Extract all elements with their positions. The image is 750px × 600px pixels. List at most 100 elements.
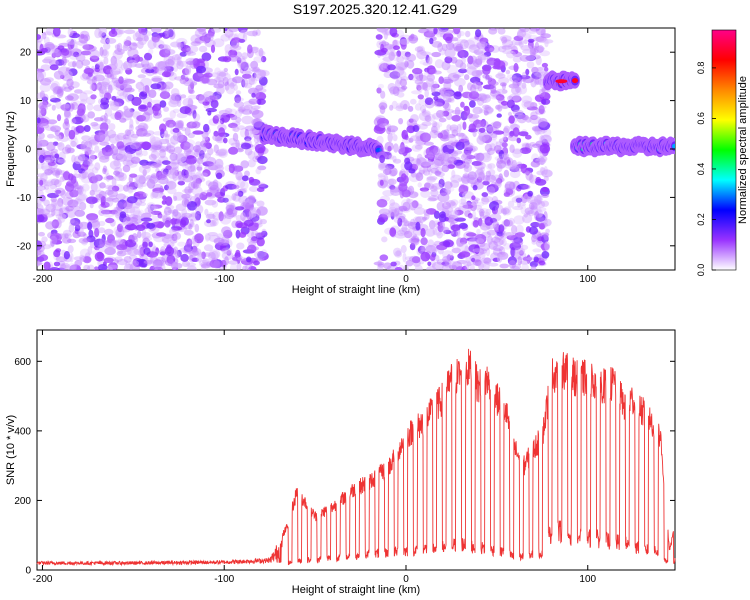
spectrogram-cell [472,210,477,220]
spectrogram-cell [214,114,223,120]
spectrogram-cell [438,213,447,223]
spectrogram-cell [423,209,431,216]
spectrogram-cell [79,254,85,262]
spectrogram-cell [402,218,408,224]
spectrogram-cell [99,141,110,146]
spectrogram-cell [41,236,48,243]
spectrogram-cell [159,251,166,256]
spectrogram-cell [163,234,174,239]
spectrogram-cell [240,142,252,150]
spectrogram-cell [84,149,96,155]
spectrogram-cell [127,59,138,68]
spectrogram-cell [169,167,177,176]
spectrogram-cell [378,102,388,110]
spectrogram-cell [81,135,91,142]
spectrogram-cell [501,83,506,90]
spectrogram-cell [414,264,423,270]
spectrogram-cell [450,179,460,188]
spectrogram-cell [381,236,388,243]
spectrogram-peak [555,79,568,84]
spectrogram-cell [128,260,140,267]
spectrogram-cell [482,65,491,75]
spectrogram-cell [64,118,70,126]
spectrogram-cell [119,117,127,123]
spectrogram-cell [234,97,244,102]
spectrogram-cell [531,234,537,243]
spectrogram-cell [210,180,222,190]
spectrogram-cell [223,67,228,73]
snr-xtick-label: -200 [32,574,52,585]
spectrogram-cell [42,93,49,103]
spectrogram-cell [422,216,428,221]
spectrogram-cell [241,52,248,60]
spectrogram-cell [510,225,518,235]
spectrogram-cell [167,209,179,214]
spectrogram-cell [127,48,139,58]
spectrogram-cell [434,59,444,69]
spectrogram-cell [43,31,53,36]
spectrogram-cell [175,93,183,104]
spectrogram-cell [387,64,396,71]
spectrogram-cell [382,168,392,175]
spectrogram-cell [176,60,184,70]
spectrogram-cell [166,142,172,152]
spectrogram-cell [94,162,101,171]
spectrogram-cell [400,61,409,68]
spectrogram-cell [165,134,170,144]
spectrogram-cell [423,169,431,176]
spectrogram-cell [418,167,426,174]
spectrogram-cell [390,211,395,220]
spectrogram-cell [169,123,174,129]
spectrogram-cell [455,162,465,169]
spectrogram-cell [100,97,109,105]
spectrogram-cell [500,207,510,215]
spectrogram-cell [514,41,523,46]
spectrogram-cell [401,85,408,90]
spectrogram-cell [246,244,257,254]
spectrogram-cell [50,82,59,92]
spectrogram-cell [507,111,513,117]
spectrogram-cell [97,244,108,253]
spectrogram-cell [207,212,215,219]
spectrogram-cell [480,53,486,63]
spectrogram-cell [151,75,163,83]
spectrogram-cell [373,117,384,127]
spectrogram-cell [77,188,87,197]
spectrogram-cell [239,61,251,70]
spectrogram-cell [190,163,196,172]
spectrogram-cell [142,111,151,122]
spectrogram-cell [418,28,430,34]
spectrogram-cell [458,242,464,247]
spectrogram-cell [182,188,192,194]
spectrogram-cell [101,32,107,38]
spectrogram-cell [66,238,77,244]
spectrogram-cell [396,102,404,110]
spectrogram-cell [532,37,545,42]
spectrogram-cell [53,70,64,80]
spectrogram-cell [214,67,221,75]
spectrogram-cell [103,175,115,181]
spectrogram-cell [61,56,67,66]
spectrogram-cell [241,175,249,182]
spectrogram-cell [509,170,521,179]
colorbar-tick-label: 0.2 [696,213,706,226]
spectrogram-cell [500,100,509,106]
spectrogram-cell [38,102,47,110]
spectrogram-cell [239,67,244,74]
spectrogram-cell [126,181,135,190]
spectrogram-cell [123,263,133,270]
spectrogram-cell [446,124,452,131]
spectrogram-cell [194,204,204,215]
spectrogram-cell [46,28,55,36]
spectrogram-cell [102,77,110,88]
spectrogram-cell [137,74,146,79]
spectrogram-xtick-label: -200 [32,274,52,285]
spectrogram-cell [482,180,490,186]
spectrogram-cell [478,131,490,142]
spectrogram-cell [129,173,138,178]
spectrogram-cell [71,116,84,125]
spectrogram-cell [68,129,76,140]
spectrogram-cell [86,196,98,205]
spectrogram-cell [181,127,187,132]
spectrogram-cell [501,142,508,148]
